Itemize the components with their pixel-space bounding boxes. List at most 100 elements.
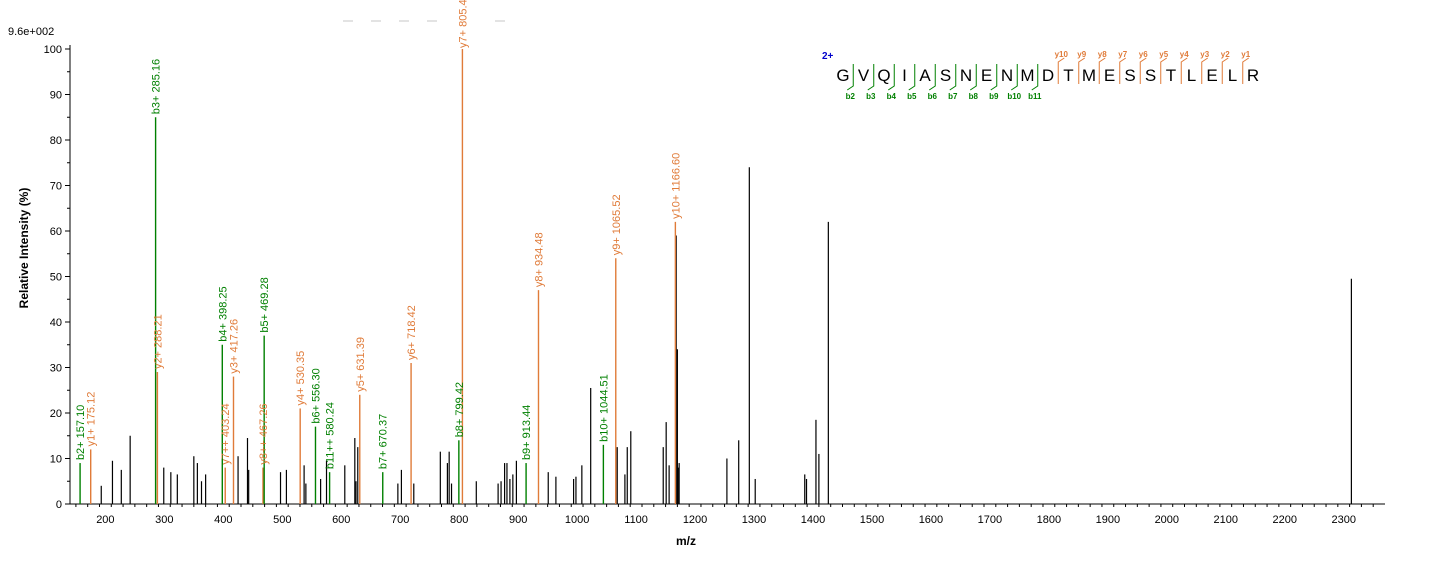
- y-ion-label: y7+ 805.46: [457, 0, 469, 48]
- b-ion-label: b7+ 670.37: [378, 414, 390, 469]
- y-tick-label: 30: [50, 363, 62, 375]
- sequence-residue: Q: [877, 66, 890, 85]
- y-tick-label: 90: [50, 90, 62, 102]
- x-tick-label: 1300: [742, 514, 766, 526]
- y-tick-label: 10: [50, 454, 62, 466]
- x-tick-label: 400: [214, 514, 232, 526]
- y-ion-label: y4+ 530.35: [295, 351, 307, 406]
- b-ion-label: b8+ 799.42: [454, 382, 466, 437]
- y-ion-marker: y5: [1159, 50, 1168, 59]
- x-tick-label: 2300: [1331, 514, 1355, 526]
- x-tick-label: 1100: [624, 514, 648, 526]
- y-tick-label: 50: [50, 272, 62, 284]
- y-axis-title: Relative Intensity (%): [17, 188, 31, 309]
- y-tick-label: 60: [50, 226, 62, 238]
- b-ion-bracket: [887, 64, 895, 91]
- b-ion-marker: b10: [1007, 92, 1021, 101]
- y-axis: 0 10 20 30 40 50 60 70 80 90 100: [44, 44, 71, 511]
- sequence-residue: S: [940, 66, 951, 85]
- y-ion-label: y8++ 467.26: [258, 403, 270, 464]
- y-ion-bracket: [1160, 57, 1168, 84]
- b-ion-marker: b5: [907, 92, 917, 101]
- y-tick-label: 100: [44, 44, 62, 56]
- y-tick-label: 0: [56, 499, 62, 511]
- b-ion-bracket: [1010, 64, 1018, 91]
- y-tick-label: 80: [50, 135, 62, 147]
- b-ion-label: b3+ 285.16: [151, 59, 163, 114]
- sequence-residue: S: [1124, 66, 1135, 85]
- y-ion-bracket: [1201, 57, 1209, 84]
- b-ion-bracket: [969, 64, 977, 91]
- sequence-residue: N: [1001, 66, 1013, 85]
- sequence-residue: A: [919, 66, 931, 85]
- b-ion-label: b6+ 556.30: [310, 368, 322, 423]
- y-ion-marker: y1: [1241, 50, 1250, 59]
- sequence-residue: V: [858, 66, 870, 85]
- y-ion-marker: y6: [1139, 50, 1148, 59]
- x-tick-label: 1600: [919, 514, 943, 526]
- y-ion-bracket: [1098, 57, 1106, 84]
- peaks-layer: [79, 49, 1352, 504]
- b-ion-label: b11++ 580.24: [325, 402, 337, 469]
- b-ion-bracket: [949, 64, 957, 91]
- b-ion-label: b9+ 913.44: [521, 405, 533, 460]
- y-ion-marker: y4: [1180, 50, 1189, 59]
- b-ion-label: b10+ 1044.51: [598, 374, 610, 442]
- y-ion-label: y1+ 175.12: [86, 392, 98, 447]
- y-ion-bracket: [1119, 57, 1127, 84]
- y-ion-bracket: [1180, 57, 1188, 84]
- b-ion-bracket: [990, 64, 998, 91]
- x-tick-label: 2200: [1273, 514, 1297, 526]
- x-tick-label: 1400: [801, 514, 825, 526]
- b-ion-bracket: [846, 64, 854, 91]
- x-tick-label: 500: [273, 514, 291, 526]
- y-ion-bracket: [1221, 57, 1229, 84]
- x-tick-label: 300: [155, 514, 173, 526]
- y-ion-label: y3+ 417.26: [228, 319, 240, 374]
- x-tick-label: 2100: [1214, 514, 1238, 526]
- sequence-annotation: 2+G V Q I A S N E N M D T M E S S T L E L Rb2 b3 b4 b5 b6 b7 b8 b9 b…: [822, 50, 1259, 101]
- y-tick-label: 40: [50, 317, 62, 329]
- y-ion-marker: y7: [1118, 50, 1127, 59]
- y-ion-bracket: [1242, 57, 1250, 84]
- b-ion-marker: b4: [887, 92, 897, 101]
- y-ion-label: y9+ 1065.52: [611, 194, 623, 255]
- y-ion-marker: y10: [1055, 50, 1069, 59]
- x-tick-label: 1700: [978, 514, 1002, 526]
- x-tick-label: 1000: [565, 514, 589, 526]
- b-ion-marker: b3: [866, 92, 876, 101]
- b-ion-marker: b11: [1028, 92, 1042, 101]
- x-tick-label: 1900: [1096, 514, 1120, 526]
- y-ion-label: y8+ 934.48: [533, 232, 545, 287]
- y-ion-label: y2+ 288.21: [152, 314, 164, 369]
- sequence-residue: E: [981, 66, 992, 85]
- x-tick-label: 900: [509, 514, 527, 526]
- y-ion-label: y7++ 403.24: [220, 403, 232, 464]
- x-tick-label: 700: [391, 514, 409, 526]
- y-ion-marker: y3: [1200, 50, 1209, 59]
- sequence-residue: M: [1020, 66, 1034, 85]
- y-ion-marker: y2: [1221, 50, 1230, 59]
- x-tick-label: 800: [450, 514, 468, 526]
- sequence-residue: E: [1206, 66, 1217, 85]
- y-tick-label: 70: [50, 181, 62, 193]
- b-ion-label: b4+ 398.25: [217, 286, 229, 341]
- y-ion-bracket: [1057, 57, 1065, 84]
- x-tick-label: 2000: [1155, 514, 1179, 526]
- sequence-residue: N: [960, 66, 972, 85]
- x-tick-label: 1800: [1037, 514, 1061, 526]
- b-ion-marker: b6: [928, 92, 938, 101]
- b-ion-marker: b9: [989, 92, 999, 101]
- charge-state: 2+: [822, 51, 834, 62]
- b-ion-bracket: [1031, 64, 1039, 91]
- sequence-residue: T: [1166, 66, 1176, 85]
- b-ion-label: b5+ 469.28: [259, 277, 271, 332]
- b-ion-marker: b7: [948, 92, 958, 101]
- sequence-residue: G: [836, 66, 849, 85]
- sequence-residue: T: [1063, 66, 1073, 85]
- b-ion-bracket: [867, 64, 875, 91]
- b-ion-label: b2+ 157.10: [75, 405, 87, 460]
- y-ion-marker: y9: [1077, 50, 1086, 59]
